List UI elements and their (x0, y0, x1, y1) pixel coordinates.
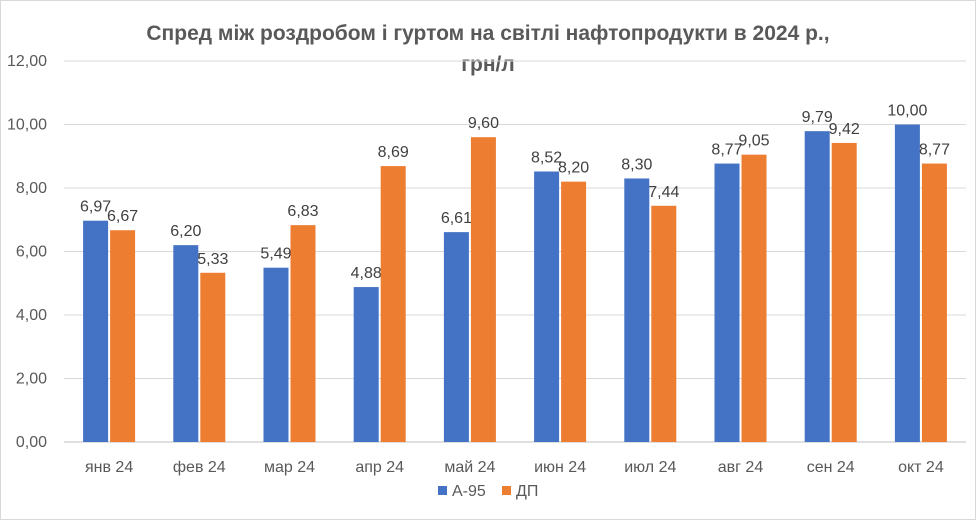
bar-a95 (714, 163, 740, 443)
data-label: 6,83 (287, 203, 318, 220)
data-label: 8,30 (621, 156, 652, 173)
bar-a95 (353, 287, 379, 442)
bar-dp (110, 230, 136, 442)
data-label: 5,49 (260, 246, 291, 263)
y-tick-label: 2,00 (16, 371, 47, 388)
bar-a95 (534, 171, 560, 443)
legend-swatch (438, 486, 447, 495)
x-tick-label: июн 24 (534, 459, 586, 476)
data-label: 8,20 (558, 160, 589, 177)
x-tick-label: апр 24 (355, 459, 404, 476)
bar-a95 (443, 232, 469, 442)
data-label: 5,33 (197, 251, 228, 268)
legend-label: А-95 (452, 483, 486, 500)
data-label: 6,67 (107, 208, 138, 225)
x-tick-label: сен 24 (807, 459, 855, 476)
chart-title: Спред між роздробом і гуртом на світлі н… (146, 22, 830, 76)
bar-a95 (804, 131, 830, 443)
data-label: 8,77 (711, 142, 742, 159)
bar-dp (741, 154, 767, 442)
data-label: 9,42 (829, 121, 860, 138)
y-tick-label: 8,00 (16, 180, 47, 197)
data-label: 8,69 (378, 144, 409, 161)
bar-a95 (83, 220, 109, 442)
x-tick-label: окт 24 (898, 459, 944, 476)
bar-a95 (263, 267, 289, 442)
x-tick-label: июл 24 (624, 459, 676, 476)
bar-dp (380, 166, 406, 442)
bar-dp (200, 272, 226, 442)
y-tick-label: 6,00 (16, 244, 47, 261)
data-label: 8,77 (919, 142, 950, 159)
bar-dp (651, 205, 677, 442)
x-tick-label: янв 24 (85, 459, 133, 476)
data-label: 7,44 (648, 184, 679, 201)
data-label: 9,05 (738, 133, 769, 150)
legend-swatch (502, 486, 511, 495)
x-tick-label: авг 24 (718, 459, 764, 476)
y-tick-label: 12,00 (7, 53, 47, 70)
data-label: 8,52 (531, 149, 562, 166)
legend-label: ДП (516, 483, 538, 500)
bar-dp (921, 163, 947, 443)
bar-a95 (624, 178, 650, 442)
bar-a95 (894, 124, 920, 442)
data-label: 9,79 (802, 109, 833, 126)
x-tick-label: фев 24 (173, 459, 226, 476)
bar-dp (561, 181, 587, 442)
bar-dp (470, 137, 496, 442)
bar-dp (290, 225, 316, 442)
y-tick-label: 10,00 (7, 117, 47, 134)
x-tick-label: мар 24 (264, 459, 315, 476)
data-label: 6,61 (441, 210, 472, 227)
data-label: 4,88 (351, 265, 382, 282)
data-label: 6,20 (170, 223, 201, 240)
y-tick-label: 0,00 (16, 434, 47, 451)
bar-dp (831, 142, 857, 443)
data-label: 10,00 (887, 103, 927, 120)
y-tick-label: 4,00 (16, 307, 47, 324)
data-label: 6,97 (80, 199, 111, 216)
data-label: 9,60 (468, 115, 499, 132)
bar-a95 (173, 245, 199, 442)
x-tick-label: май 24 (444, 459, 495, 476)
